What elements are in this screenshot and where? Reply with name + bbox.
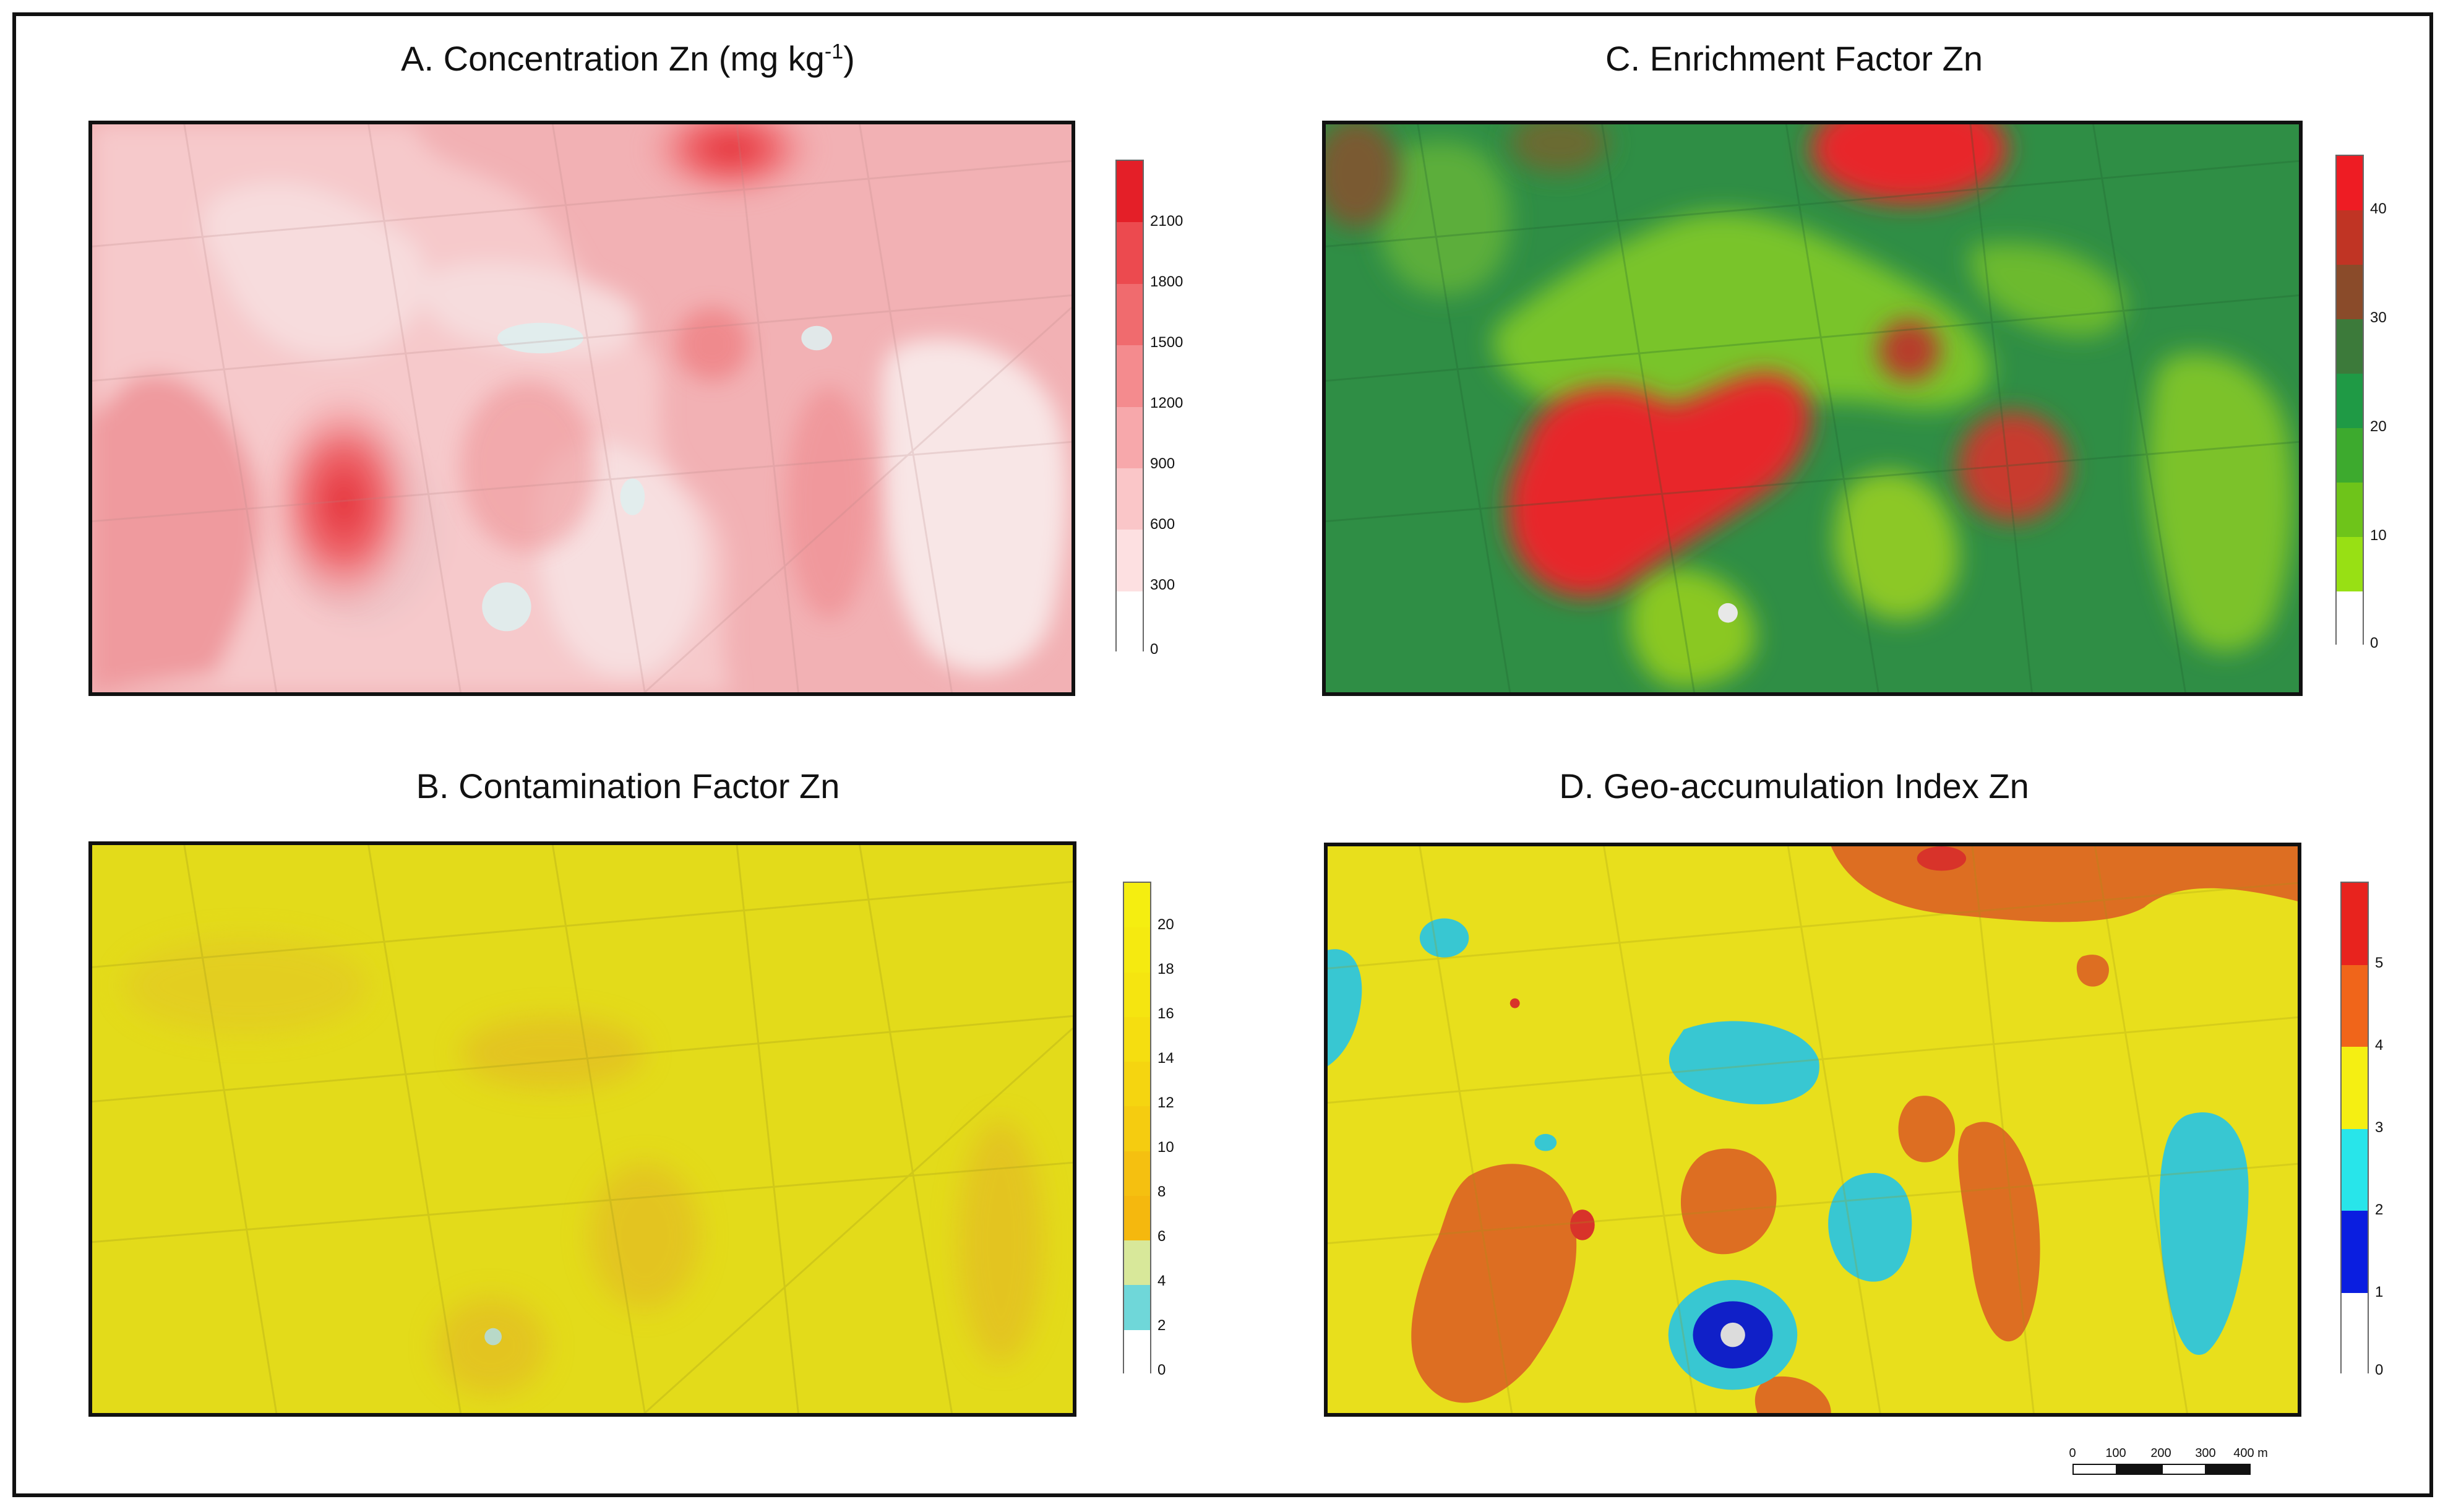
legend-color-step	[1124, 883, 1150, 928]
scale-segment	[2162, 1464, 2206, 1475]
panel-c-legend-bar	[2335, 155, 2364, 646]
legend-color-step	[1124, 1016, 1150, 1062]
scale-label-300: 300	[2195, 1446, 2216, 1460]
panel-c-legend: 40 30 20 10 0	[2335, 155, 2422, 651]
legend-label: 20	[1157, 916, 1174, 933]
panel-c-map[interactable]	[1322, 121, 2303, 696]
legend-color-step	[2337, 374, 2363, 428]
legend-color-step	[1117, 406, 1143, 468]
legend-color-step	[2337, 537, 2363, 591]
legend-color-step	[2342, 964, 2368, 1047]
legend-color-step	[2337, 210, 2363, 265]
legend-color-step	[1117, 283, 1143, 346]
legend-color-step	[1124, 1062, 1150, 1107]
legend-label: 3	[2375, 1119, 2384, 1136]
legend-color-step	[2342, 1128, 2368, 1211]
legend-label: 0	[1150, 641, 1159, 658]
legend-color-step	[2342, 1211, 2368, 1293]
panel-d-map[interactable]	[1324, 843, 2301, 1417]
legend-color-step	[1124, 1240, 1150, 1286]
legend-color-step	[1117, 591, 1143, 653]
legend-label: 300	[1150, 577, 1175, 593]
legend-label: 0	[1157, 1362, 1166, 1378]
legend-color-step	[2342, 883, 2368, 965]
legend-label: 1200	[1150, 395, 1183, 411]
panel-b-legend: 20 18 16 14 12 10 8 6 4 2 0	[1123, 882, 1209, 1378]
legend-label: 900	[1150, 455, 1175, 472]
legend-color-step	[2337, 483, 2363, 537]
legend-label: 6	[1157, 1228, 1166, 1245]
legend-color-step	[2337, 265, 2363, 319]
legend-label: 0	[2370, 635, 2379, 651]
legend-color-step	[1124, 1106, 1150, 1151]
legend-label: 10	[2370, 527, 2387, 544]
scale-label-400: 400 m	[2233, 1446, 2268, 1460]
legend-color-step	[1124, 972, 1150, 1017]
scale-bar: 0 100 200 300 400 m	[2069, 1446, 2268, 1484]
legend-color-step	[2337, 428, 2363, 483]
legend-label: 40	[2370, 200, 2387, 217]
legend-label: 600	[1150, 516, 1175, 533]
legend-label: 30	[2370, 309, 2387, 326]
panel-c-contour-map	[1326, 124, 2299, 692]
legend-color-step	[1117, 345, 1143, 407]
scale-segment	[2206, 1464, 2251, 1475]
panel-c-title: C. Enrichment Factor Zn	[1605, 39, 1983, 78]
panel-a-legend: 2100 1800 1500 1200 900 600 300 0	[1115, 160, 1202, 658]
legend-label: 20	[2370, 418, 2387, 435]
legend-color-step	[1124, 1151, 1150, 1196]
scale-label-100: 100	[2105, 1446, 2126, 1460]
panel-a-map[interactable]	[88, 121, 1075, 696]
panel-b-legend-bar	[1123, 882, 1151, 1375]
figure-frame	[12, 12, 2433, 1497]
legend-label: 16	[1157, 1005, 1174, 1022]
panel-a-legend-bar	[1115, 160, 1144, 653]
legend-label: 4	[1157, 1273, 1166, 1289]
legend-color-step	[1124, 1195, 1150, 1241]
legend-label: 2100	[1150, 213, 1183, 230]
legend-color-step	[1124, 1329, 1150, 1375]
panel-a-contour-map	[92, 124, 1072, 692]
panel-d-contour-map	[1328, 846, 2298, 1413]
panel-a-title-text: A. Concentration Zn (mg kg	[401, 39, 825, 78]
panel-b-contour-map	[92, 845, 1073, 1413]
legend-color-step	[1124, 927, 1150, 973]
panel-d-title: D. Geo-accumulation Index Zn	[1559, 767, 2029, 805]
legend-color-step	[1117, 161, 1143, 223]
legend-color-step	[2342, 1047, 2368, 1129]
panel-b-title: B. Contamination Factor Zn	[416, 767, 840, 805]
panel-d-legend: 5 4 3 2 1 0	[2340, 882, 2427, 1378]
legend-label: 5	[2375, 955, 2384, 971]
legend-color-step	[1117, 530, 1143, 591]
legend-label: 0	[2375, 1362, 2384, 1378]
legend-label: 12	[1157, 1094, 1174, 1111]
legend-label: 10	[1157, 1139, 1174, 1156]
scale-label-0: 0	[2069, 1446, 2076, 1460]
legend-color-step	[1117, 222, 1143, 284]
legend-color-step	[2337, 591, 2363, 646]
legend-label: 2	[1157, 1317, 1166, 1334]
scale-label-200: 200	[2150, 1446, 2171, 1460]
legend-label: 1500	[1150, 334, 1183, 351]
legend-label: 4	[2375, 1037, 2384, 1054]
scale-segment	[2117, 1464, 2162, 1475]
panel-a-title: A. Concentration Zn (mg kg-1)	[90, 38, 1166, 79]
scale-segment	[2072, 1464, 2117, 1475]
legend-color-step	[2342, 1292, 2368, 1375]
legend-label: 1800	[1150, 273, 1183, 290]
legend-color-step	[1124, 1285, 1150, 1330]
legend-label: 2	[2375, 1201, 2384, 1218]
panel-a-title-sup: -1	[824, 40, 844, 64]
legend-color-step	[1117, 468, 1143, 530]
legend-label: 18	[1157, 961, 1174, 977]
legend-label: 8	[1157, 1183, 1166, 1200]
legend-label: 1	[2375, 1284, 2384, 1300]
legend-color-step	[2337, 156, 2363, 210]
panel-d-legend-bar	[2340, 882, 2369, 1375]
legend-label: 14	[1157, 1050, 1174, 1067]
legend-color-step	[2337, 319, 2363, 374]
panel-a-title-end: )	[843, 39, 855, 78]
panel-b-map[interactable]	[88, 841, 1076, 1417]
